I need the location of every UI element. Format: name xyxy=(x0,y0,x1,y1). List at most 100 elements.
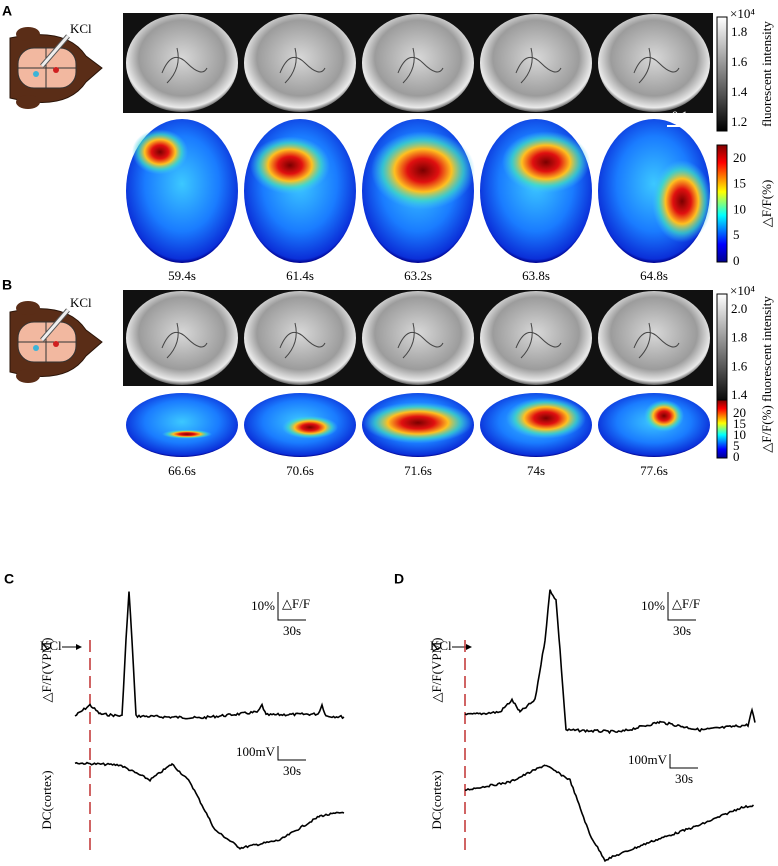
hot-spot xyxy=(132,129,188,175)
time-label: 61.4s xyxy=(286,268,314,283)
gray-image xyxy=(126,291,238,385)
gray-image xyxy=(480,291,592,385)
vpm-trace xyxy=(464,589,756,735)
color-tick: 0 xyxy=(733,449,740,464)
gray-tick: 1.2 xyxy=(731,114,747,129)
scale-bar xyxy=(277,592,306,621)
time-label: 59.4s xyxy=(168,268,196,283)
gray-tick: 1.6 xyxy=(731,358,748,373)
vessels xyxy=(279,47,326,84)
dc-trace xyxy=(464,764,755,863)
scale-label: 30s xyxy=(283,623,301,638)
scale-bar xyxy=(669,754,698,769)
vessels xyxy=(161,47,208,84)
vessels xyxy=(633,322,680,359)
panel-label: C xyxy=(4,571,14,587)
color-colorbar xyxy=(716,144,728,263)
gray-scale-label: fluorescent intensity xyxy=(759,21,774,127)
panel-label: A xyxy=(2,3,12,19)
vpm-trace xyxy=(74,591,345,720)
site xyxy=(53,341,59,347)
scale-label: 100mV xyxy=(628,752,668,767)
trace-label: DC(cortex) xyxy=(39,770,54,829)
time-label: 66.6s xyxy=(168,463,196,478)
time-label: 71.6s xyxy=(404,463,432,478)
hot-spot xyxy=(506,397,586,439)
needle xyxy=(40,35,70,67)
mouse-ear xyxy=(16,301,40,315)
color-tick: 10 xyxy=(733,427,746,442)
mouse-ear xyxy=(16,369,40,383)
kcl-label: KCl xyxy=(40,638,62,653)
color-tick: 20 xyxy=(733,405,746,420)
color-tick: 10 xyxy=(733,201,746,216)
time-label: 63.2s xyxy=(404,268,432,283)
hot-spot xyxy=(644,399,684,432)
vessels xyxy=(279,322,326,359)
trace-label: DC(cortex) xyxy=(429,770,444,829)
color-colorbar xyxy=(716,399,728,459)
trace-label: △F/F(VPM) xyxy=(39,638,54,703)
color-tick: 15 xyxy=(733,416,746,431)
vessels xyxy=(515,322,562,359)
dc-trace xyxy=(74,761,345,850)
gray-image xyxy=(126,14,238,112)
vessels xyxy=(397,47,444,84)
gray-tick: 1.8 xyxy=(731,330,747,345)
gray-tick: 2.0 xyxy=(731,301,747,316)
site xyxy=(53,67,59,73)
gray-tick: 1.4 xyxy=(731,84,748,99)
scale-label: 30s xyxy=(673,623,691,638)
color-tick: 0 xyxy=(733,253,740,268)
needle xyxy=(40,309,70,341)
hot-spot xyxy=(162,429,212,439)
vessels xyxy=(633,47,680,84)
gray-colorbar xyxy=(716,16,728,132)
scale-label: 10% xyxy=(641,598,665,613)
gray-image xyxy=(598,291,710,385)
gray-image xyxy=(244,14,356,112)
scale-label: 10% xyxy=(251,598,275,613)
hot-spot xyxy=(502,131,590,194)
kcl-label: KCl xyxy=(70,295,92,310)
color-tick: 5 xyxy=(733,438,740,453)
mouse-ear xyxy=(16,27,40,41)
site xyxy=(33,71,39,77)
hot-spot xyxy=(282,415,338,439)
scale-label: △F/F xyxy=(672,596,700,611)
gray-colorbar xyxy=(716,293,728,405)
scale-label: 30s xyxy=(675,771,693,786)
vessels xyxy=(397,322,444,359)
color-image xyxy=(126,393,238,457)
scale-bar xyxy=(667,592,696,621)
gray-image xyxy=(362,14,474,112)
color-scale-label: △F/F(%) xyxy=(759,180,774,228)
multiplier: ×10⁴ xyxy=(730,283,755,298)
hot-spot xyxy=(371,131,475,210)
hot-spot xyxy=(652,160,712,243)
time-label: 77.6s xyxy=(640,463,668,478)
time-label: 64.8s xyxy=(640,268,668,283)
mouse-ear xyxy=(16,95,40,109)
time-label: 63.8s xyxy=(522,268,550,283)
time-label: 74s xyxy=(527,463,545,478)
color-tick: 5 xyxy=(733,227,740,242)
gray-tick: 1.8 xyxy=(731,24,747,39)
site xyxy=(33,345,39,351)
time-label: 70.6s xyxy=(286,463,314,478)
vessels xyxy=(515,47,562,84)
arrow-head xyxy=(466,644,472,650)
hot-spot xyxy=(363,402,473,444)
gray-tick: 1.4 xyxy=(731,387,748,402)
hot-spot xyxy=(250,136,330,195)
arrow-head xyxy=(76,644,82,650)
scale-label: 100mV xyxy=(236,744,276,759)
vessels xyxy=(161,322,208,359)
scale-label: △F/F xyxy=(282,596,310,611)
panel-label: B xyxy=(2,277,12,293)
scale-bar xyxy=(277,746,306,761)
gray-image xyxy=(362,291,474,385)
multiplier: ×10⁴ xyxy=(730,6,755,21)
trace-label: △F/F(VPM) xyxy=(429,638,444,703)
color-tick: 20 xyxy=(733,150,746,165)
